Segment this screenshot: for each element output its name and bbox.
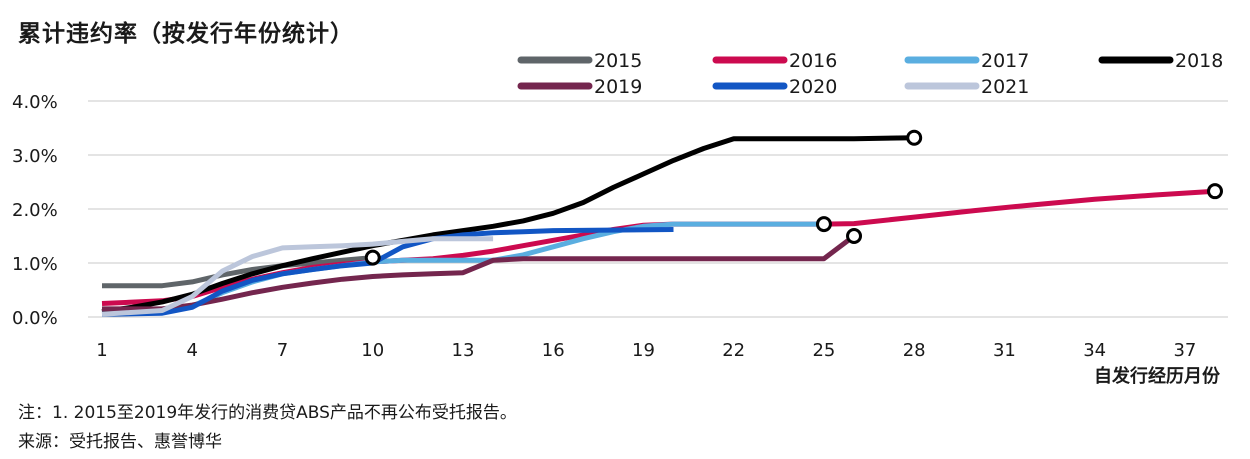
y-tick-label: 1.0% <box>12 254 58 275</box>
x-tick-label: 37 <box>1173 340 1196 361</box>
x-tick-label: 25 <box>812 340 835 361</box>
x-tick-label: 13 <box>452 340 475 361</box>
y-tick-label: 4.0% <box>12 92 58 113</box>
y-tick-label: 2.0% <box>12 200 58 221</box>
y-tick-label: 3.0% <box>12 146 58 167</box>
legend-label-2019: 2019 <box>594 76 642 98</box>
y-tick-label: 0.0% <box>12 308 58 329</box>
x-tick-label: 22 <box>722 340 745 361</box>
legend-label-2020: 2020 <box>789 76 837 98</box>
series-line-2018 <box>101 135 915 315</box>
x-tick-label: 4 <box>187 340 198 361</box>
series-line-2021 <box>101 236 494 317</box>
source-note: 来源：受托报告、惠誉博华 <box>18 432 222 452</box>
x-tick-label: 1 <box>96 340 107 361</box>
x-tick-label: 31 <box>993 340 1016 361</box>
series-line-2016 <box>101 188 1216 306</box>
legend-label-2017: 2017 <box>981 50 1029 72</box>
x-tick-label: 34 <box>1083 340 1106 361</box>
end-marker-2018 <box>906 129 923 146</box>
end-marker-2017 <box>815 216 832 233</box>
series-line-2020 <box>101 227 674 317</box>
series-line-2019 <box>102 234 856 312</box>
legend-label-2018: 2018 <box>1175 50 1223 72</box>
x-tick-label: 10 <box>361 340 384 361</box>
x-tick-label: 28 <box>903 340 926 361</box>
x-tick-label: 7 <box>277 340 288 361</box>
legend-label-2015: 2015 <box>594 50 642 72</box>
x-axis-label: 自发行经历月份 <box>1094 366 1220 387</box>
x-tick-label: 16 <box>542 340 565 361</box>
end-marker-2016 <box>1207 183 1223 200</box>
footnote: 注：1. 2015至2019年发行的消费贷ABS产品不再公布受托报告。 <box>18 403 517 423</box>
end-marker-2015 <box>364 249 381 266</box>
chart-title: 累计违约率（按发行年份统计） <box>18 21 354 47</box>
end-marker-2019 <box>846 228 863 244</box>
series-line-2015 <box>102 255 373 289</box>
legend-label-2016: 2016 <box>789 50 837 72</box>
legend-label-2021: 2021 <box>981 76 1029 98</box>
x-tick-label: 19 <box>632 340 655 361</box>
